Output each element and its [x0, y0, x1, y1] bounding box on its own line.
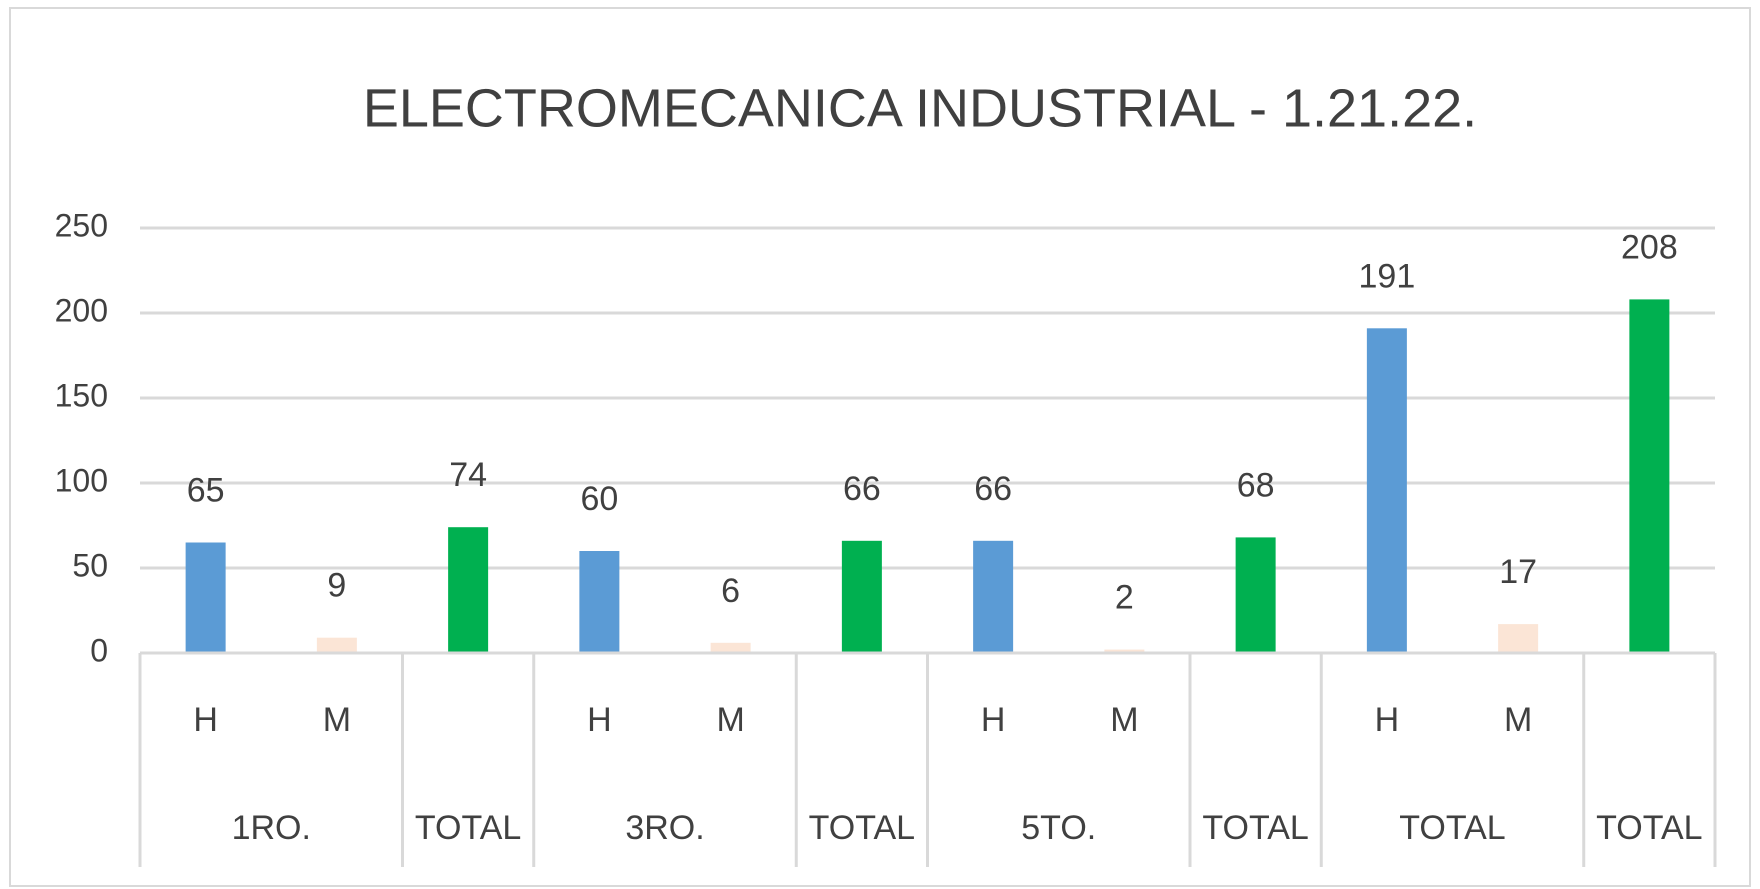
- bar: [973, 540, 1014, 653]
- group-label: 1RO.: [232, 809, 311, 847]
- bar: [579, 551, 620, 653]
- bar: [185, 542, 226, 653]
- x-tick-label: H: [587, 701, 612, 739]
- data-label: 68: [1237, 466, 1275, 504]
- data-label: 208: [1621, 228, 1678, 266]
- data-label: 60: [580, 480, 618, 518]
- data-label: 9: [327, 567, 346, 605]
- data-label: 65: [187, 471, 225, 509]
- data-label: 2: [1115, 579, 1134, 617]
- y-tick-label: 150: [55, 377, 108, 413]
- bar: [841, 540, 882, 653]
- data-label: 66: [974, 470, 1012, 508]
- bar: [1366, 328, 1407, 653]
- y-tick-label: 50: [72, 547, 108, 583]
- bar: [1104, 649, 1145, 653]
- x-tick-label: M: [1110, 701, 1138, 739]
- y-tick-label: 250: [55, 207, 108, 243]
- data-label: 74: [449, 456, 487, 494]
- x-tick-label: M: [716, 701, 744, 739]
- x-tick-label: M: [323, 701, 351, 739]
- y-tick-label: 0: [90, 632, 108, 668]
- data-label: 6: [721, 572, 740, 610]
- group-label: TOTAL: [415, 809, 521, 847]
- group-label: 3RO.: [625, 809, 704, 847]
- group-label: TOTAL: [1399, 809, 1505, 847]
- x-tick-label: M: [1504, 701, 1532, 739]
- data-label: 66: [843, 470, 881, 508]
- bar: [1235, 537, 1276, 653]
- data-label: 17: [1499, 553, 1537, 591]
- chart-title: ELECTROMECANICA INDUSTRIAL - 1.21.22.: [363, 78, 1477, 138]
- group-label: TOTAL: [809, 809, 915, 847]
- data-label: 191: [1359, 257, 1416, 295]
- bar: [316, 637, 357, 653]
- bar: [710, 642, 751, 653]
- group-label: 5TO.: [1021, 809, 1096, 847]
- y-tick-label: 200: [55, 292, 108, 328]
- x-tick-label: H: [1375, 701, 1400, 739]
- chart-frame: [9, 7, 1751, 887]
- y-tick-label: 100: [55, 462, 108, 498]
- bar: [448, 527, 489, 653]
- bar: [1629, 299, 1670, 653]
- x-tick-label: H: [981, 701, 1006, 739]
- x-tick-label: H: [193, 701, 218, 739]
- group-label: TOTAL: [1596, 809, 1702, 847]
- bar: [1498, 624, 1539, 653]
- group-label: TOTAL: [1202, 809, 1308, 847]
